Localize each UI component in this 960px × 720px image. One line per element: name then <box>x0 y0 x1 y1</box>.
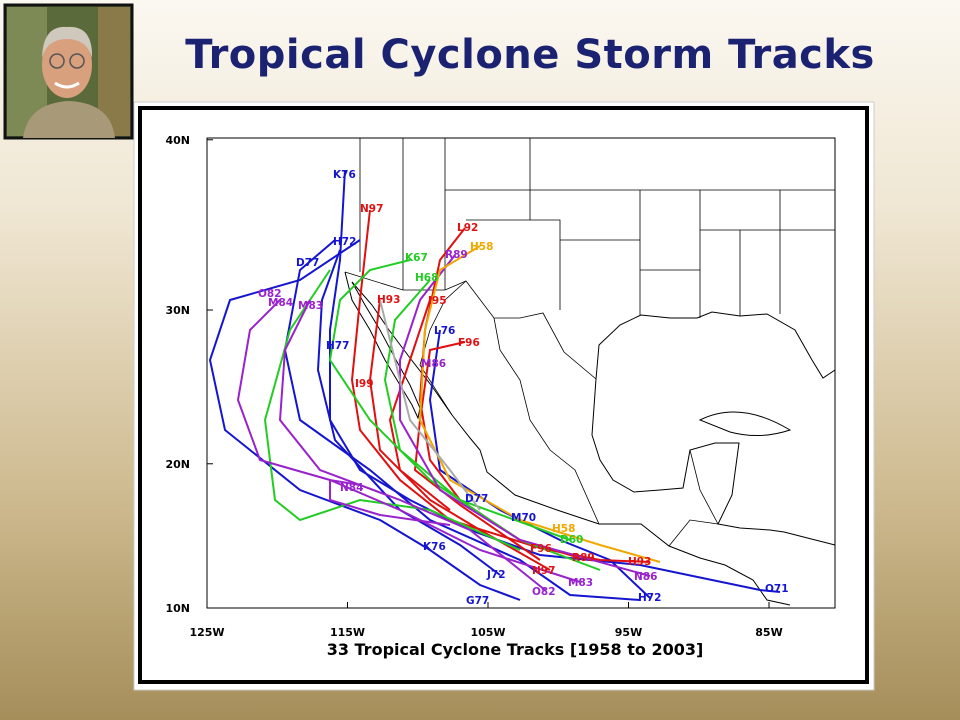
track-label: R89 <box>572 552 595 564</box>
track-label: K76 <box>333 169 356 181</box>
lon-tick-label: 85W <box>755 626 782 639</box>
track-label: O82 <box>258 288 282 300</box>
portrait <box>3 3 134 140</box>
track-label: N97 <box>360 203 383 215</box>
track-label: D77 <box>465 493 488 505</box>
track-label: J72 <box>486 569 506 581</box>
track-label: G77 <box>466 595 489 607</box>
track-label: L92 <box>457 222 478 234</box>
track-label: D60 <box>560 534 583 546</box>
track-label: R89 <box>445 249 468 261</box>
lat-tick-label: 30N <box>165 304 190 317</box>
track-label: N86 <box>634 571 657 583</box>
lon-tick-label: 105W <box>470 626 505 639</box>
map-caption: 33 Tropical Cyclone Tracks [1958 to 2003… <box>327 640 704 659</box>
lat-tick-label: 10N <box>165 602 190 615</box>
track-label: F96 <box>458 337 480 349</box>
track-label: H93 <box>377 294 400 306</box>
track-label: O71 <box>765 583 789 595</box>
track-label: H93 <box>628 556 651 568</box>
track-label: H58 <box>470 241 493 253</box>
track-label: K76 <box>423 541 446 553</box>
track-label: H77 <box>326 340 349 352</box>
lon-tick-label: 115W <box>330 626 365 639</box>
track-label: M86 <box>421 358 446 370</box>
track-label: N97 <box>532 565 555 577</box>
map-ticks: 125W 115W 105W 95W 85W 40N 30N 20N 10N <box>165 134 782 639</box>
track-label: L76 <box>434 325 455 337</box>
track-label: I99 <box>355 378 374 390</box>
lat-tick-label: 40N <box>165 134 190 147</box>
track-label: N84 <box>340 482 363 494</box>
track-label: F96 <box>530 543 552 555</box>
lon-tick-label: 95W <box>615 626 642 639</box>
track-label: H72 <box>333 236 356 248</box>
borders <box>344 138 835 547</box>
track-label: K67 <box>405 252 428 264</box>
storm-tracks <box>208 169 781 601</box>
track-label: M83 <box>298 300 323 312</box>
track-label: M83 <box>568 577 593 589</box>
track-label: H58 <box>552 523 575 535</box>
map-area <box>206 137 836 609</box>
lon-tick-label: 125W <box>189 626 224 639</box>
track-label: H68 <box>415 272 438 284</box>
track-label: M84 <box>268 297 293 309</box>
lat-tick-label: 20N <box>165 458 190 471</box>
track-label: I95 <box>428 295 447 307</box>
slide-title: Tropical Cyclone Storm Tracks <box>185 32 875 78</box>
track-label: H72 <box>638 592 661 604</box>
track-label: O82 <box>532 586 556 598</box>
track-label: D77 <box>296 257 319 269</box>
track-label: M70 <box>511 512 536 524</box>
